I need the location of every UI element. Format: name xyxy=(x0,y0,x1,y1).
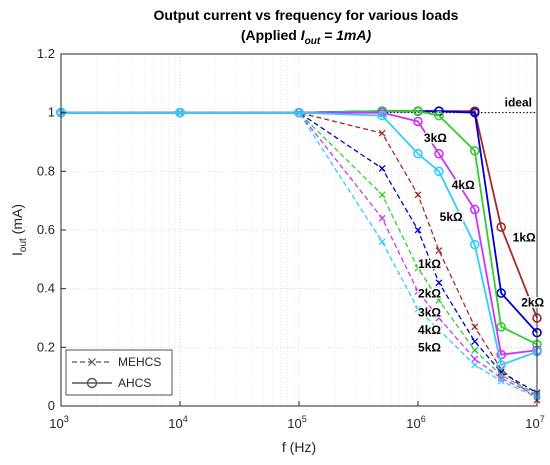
data-point-mehcs-5kohm xyxy=(497,377,505,385)
x-tick-label-exponent: 4 xyxy=(183,414,188,424)
annotation-label: 5kΩ xyxy=(440,210,463,224)
title-prefix: (Applied xyxy=(241,27,301,43)
annotation-label: 2kΩ xyxy=(418,286,441,300)
series-line-mehcs-4kohm xyxy=(61,112,538,397)
data-point-ahcs-5kohm xyxy=(294,107,304,118)
y-tick-label: 0 xyxy=(48,398,55,413)
legend: MEHCS AHCS xyxy=(65,349,173,396)
data-point-mehcs-4kohm xyxy=(471,355,479,363)
data-point-mehcs-5kohm xyxy=(471,361,479,369)
data-point-mehcs-2kohm xyxy=(497,368,505,376)
data-point-ahcs-4kohm xyxy=(413,116,423,127)
data-point-ahcs-2kohm xyxy=(469,107,480,118)
x-tick-label-base: 10 xyxy=(49,416,63,431)
title-var: I xyxy=(301,27,306,43)
data-point-ahcs-3kohm xyxy=(434,110,444,121)
y-tick-label: 0.8 xyxy=(37,163,55,178)
data-point-ahcs-4kohm xyxy=(434,148,444,159)
y-label-sub: out xyxy=(18,238,29,252)
annotation-label: 1kΩ xyxy=(513,231,536,245)
data-point-mehcs-2kohm xyxy=(435,279,443,287)
y-label-main: I xyxy=(9,252,25,256)
data-point-mehcs-1kohm xyxy=(378,129,386,137)
y-tick-label: 0.6 xyxy=(37,222,55,237)
series-line-ahcs-5kohm xyxy=(61,111,538,367)
legend-box xyxy=(65,349,173,396)
data-point-mehcs-2kohm xyxy=(414,226,422,234)
data-point-mehcs-2kohm xyxy=(378,164,386,172)
data-point-mehcs-5kohm xyxy=(435,326,443,334)
data-point-mehcs-3kohm xyxy=(435,296,443,304)
x-tick-label-base: 10 xyxy=(287,416,301,431)
data-point-mehcs-1kohm xyxy=(414,191,422,199)
annotation-label: 1kΩ xyxy=(418,257,441,271)
data-point-mehcs-3kohm xyxy=(471,346,479,354)
data-point-ahcs-5kohm xyxy=(175,107,185,118)
data-point-mehcs-4kohm xyxy=(414,288,422,296)
data-point-ahcs-4kohm xyxy=(469,204,480,215)
annotation-label: 5kΩ xyxy=(418,341,441,355)
y-tick-label: 1.2 xyxy=(37,46,55,61)
data-point-ahcs-3kohm xyxy=(496,321,506,332)
x-tick-label-exponent: 7 xyxy=(540,414,545,424)
ideal-label: ideal xyxy=(505,96,532,110)
chart-title-line2: (Applied Iout = 1mA) xyxy=(241,27,372,47)
data-point-ahcs-3kohm xyxy=(413,106,423,116)
annotation-label: 3kΩ xyxy=(418,306,441,320)
x-tick-label: 106 xyxy=(406,414,425,431)
data-point-mehcs-3kohm xyxy=(414,264,422,272)
data-point-ahcs-5kohm xyxy=(413,148,423,159)
data-point-ahcs-3kohm xyxy=(469,146,480,156)
data-point-ahcs-5kohm xyxy=(377,110,387,121)
data-point-ahcs-2kohm xyxy=(496,288,506,298)
legend-ahcs-o-marker xyxy=(86,377,98,389)
y-tick-label: 0.2 xyxy=(37,339,55,354)
x-tick-label-exponent: 3 xyxy=(64,414,69,424)
title-var-sub: out xyxy=(305,36,321,47)
chart-title-line1: Output current vs frequency for various … xyxy=(154,7,459,23)
data-point-ahcs-5kohm xyxy=(434,166,444,177)
legend-mehcs-label: MEHCS xyxy=(118,355,161,369)
data-point-mehcs-5kohm xyxy=(378,238,386,246)
annotation-label: 4kΩ xyxy=(452,178,475,192)
annotation-label: 2kΩ xyxy=(521,295,544,309)
x-tick-label: 104 xyxy=(168,414,187,431)
x-tick-label: 105 xyxy=(287,414,306,431)
data-point-ahcs-4kohm xyxy=(496,349,506,360)
y-label-unit: (mA) xyxy=(9,204,25,238)
title-suffix: = 1mA) xyxy=(320,27,371,43)
y-tick-label: 0.4 xyxy=(37,281,55,296)
annotation-label: 3kΩ xyxy=(424,131,447,145)
x-axis-label: f (Hz) xyxy=(282,439,316,455)
annotation-label: 4kΩ xyxy=(418,323,441,337)
x-tick-label: 107 xyxy=(525,414,544,431)
data-point-ahcs-5kohm xyxy=(469,239,480,250)
data-point-mehcs-1kohm xyxy=(435,247,443,254)
x-tick-label-base: 10 xyxy=(406,416,420,431)
data-point-mehcs-1kohm xyxy=(471,323,479,331)
series-layer: ideal xyxy=(56,96,542,404)
x-tick-label-exponent: 6 xyxy=(421,414,426,424)
data-point-mehcs-4kohm xyxy=(378,214,386,222)
data-point-mehcs-3kohm xyxy=(378,191,386,199)
y-axis-label: Iout (mA) xyxy=(9,204,29,256)
x-tick-label: 103 xyxy=(49,414,68,431)
x-tick-label-base: 10 xyxy=(168,416,182,431)
x-tick-label-base: 10 xyxy=(525,416,539,431)
data-point-ahcs-1kohm xyxy=(496,222,506,232)
y-tick-label: 1 xyxy=(48,105,55,120)
data-point-mehcs-5kohm xyxy=(414,305,422,313)
legend-ahcs-label: AHCS xyxy=(118,376,151,390)
data-point-mehcs-4kohm xyxy=(435,314,443,322)
x-tick-label-exponent: 5 xyxy=(302,414,307,424)
data-point-ahcs-5kohm xyxy=(496,360,506,370)
legend-mehcs-x-marker xyxy=(88,358,96,366)
data-point-mehcs-2kohm xyxy=(471,338,479,345)
annotations: 3kΩ 4kΩ 5kΩ 1kΩ 1kΩ 2kΩ 2kΩ 3kΩ 4kΩ 5kΩ xyxy=(417,130,546,356)
